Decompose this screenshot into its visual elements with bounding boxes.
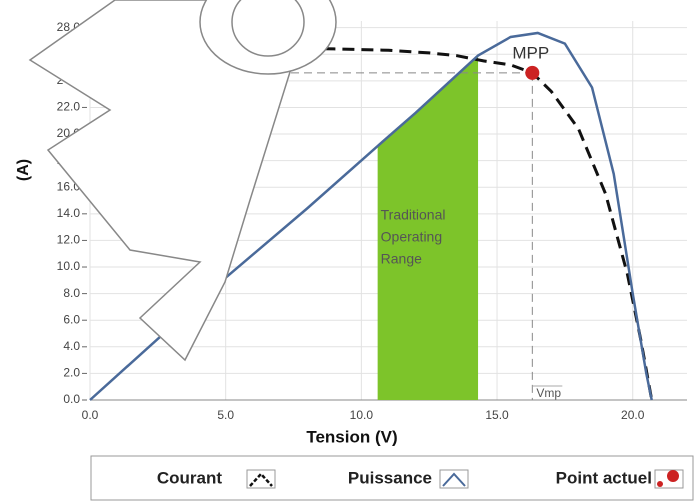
x-tick-label: 5.0 bbox=[217, 408, 234, 422]
legend-label: Puissance bbox=[348, 468, 432, 487]
y-tick-label: 0.0 bbox=[63, 392, 80, 406]
chart: 0.0 5.0 10.0 15.0 20.0 0.0 2.0 4.0 6.0 8.0 10.0 12.… bbox=[0, 0, 694, 501]
x-tick-label: 0.0 bbox=[82, 408, 99, 422]
y-tick-label: 2.0 bbox=[63, 366, 80, 380]
current-point bbox=[525, 66, 539, 80]
legend-label: Courant bbox=[157, 468, 223, 487]
y-tick-label: 4.0 bbox=[63, 339, 80, 353]
y-tick-label: 6.0 bbox=[63, 312, 80, 326]
legend-label: Point actuel bbox=[556, 468, 652, 487]
y-tick-label: 22.0 bbox=[57, 100, 81, 114]
x-tick-label: 10.0 bbox=[350, 408, 374, 422]
point-label: MPP bbox=[512, 43, 549, 62]
legend-swatch bbox=[657, 481, 663, 487]
x-axis-label: Tension (V) bbox=[306, 427, 397, 446]
legend: Courant Puissance Point actuel bbox=[91, 456, 693, 500]
x-tick-label: 20.0 bbox=[621, 408, 645, 422]
overlay-shapes bbox=[30, 0, 336, 360]
y-tick-label: 12.0 bbox=[57, 233, 81, 247]
y-tick-label: 14.0 bbox=[57, 206, 81, 220]
y-axis-label: (A) bbox=[15, 159, 32, 181]
y-tick-label: 8.0 bbox=[63, 286, 80, 300]
y-tick-label: 10.0 bbox=[57, 259, 81, 273]
x-tick-label: 15.0 bbox=[485, 408, 509, 422]
range-label: Traditional bbox=[381, 207, 446, 223]
range-label: Operating bbox=[381, 229, 442, 245]
range-label: Range bbox=[381, 251, 422, 267]
vmp-label: Vmp bbox=[536, 386, 561, 400]
legend-swatch bbox=[667, 470, 679, 482]
